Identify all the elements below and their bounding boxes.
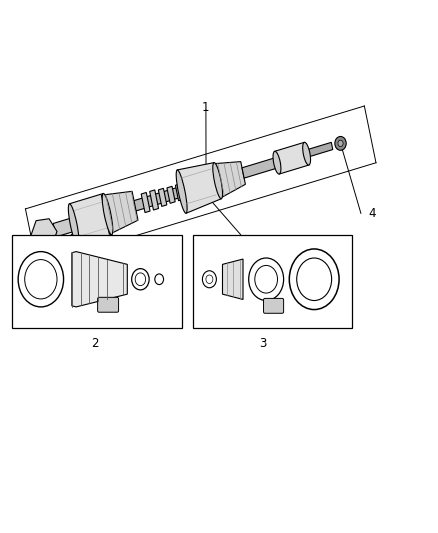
Polygon shape — [177, 163, 221, 213]
Circle shape — [335, 136, 346, 150]
Circle shape — [249, 258, 284, 301]
Ellipse shape — [273, 151, 281, 174]
Text: 1: 1 — [202, 101, 210, 114]
Circle shape — [155, 274, 163, 285]
Polygon shape — [53, 216, 79, 237]
Polygon shape — [306, 142, 333, 157]
Text: 4: 4 — [368, 207, 375, 220]
Polygon shape — [242, 158, 278, 178]
Polygon shape — [150, 190, 159, 210]
FancyBboxPatch shape — [264, 298, 284, 313]
Polygon shape — [159, 188, 167, 206]
Polygon shape — [167, 187, 175, 203]
Circle shape — [206, 275, 213, 284]
Circle shape — [338, 140, 343, 147]
Ellipse shape — [213, 163, 223, 199]
FancyBboxPatch shape — [98, 297, 119, 312]
Circle shape — [132, 269, 149, 290]
Polygon shape — [275, 142, 309, 174]
Polygon shape — [134, 186, 185, 211]
Text: 2: 2 — [91, 337, 98, 350]
Polygon shape — [31, 219, 57, 248]
Polygon shape — [214, 161, 245, 198]
Circle shape — [297, 258, 332, 301]
Circle shape — [255, 265, 278, 293]
Bar — [193, 235, 352, 328]
Ellipse shape — [68, 204, 79, 245]
Circle shape — [18, 252, 64, 307]
Polygon shape — [223, 259, 243, 300]
Circle shape — [289, 249, 339, 310]
Polygon shape — [72, 252, 127, 307]
Polygon shape — [175, 184, 184, 201]
Bar — [12, 235, 182, 328]
Circle shape — [25, 260, 57, 299]
Ellipse shape — [102, 193, 113, 235]
Polygon shape — [141, 192, 150, 213]
Polygon shape — [101, 191, 138, 235]
Ellipse shape — [303, 142, 311, 165]
Circle shape — [202, 271, 216, 288]
Text: 3: 3 — [259, 337, 266, 350]
Circle shape — [135, 273, 146, 286]
Ellipse shape — [176, 170, 187, 213]
Polygon shape — [69, 193, 112, 245]
